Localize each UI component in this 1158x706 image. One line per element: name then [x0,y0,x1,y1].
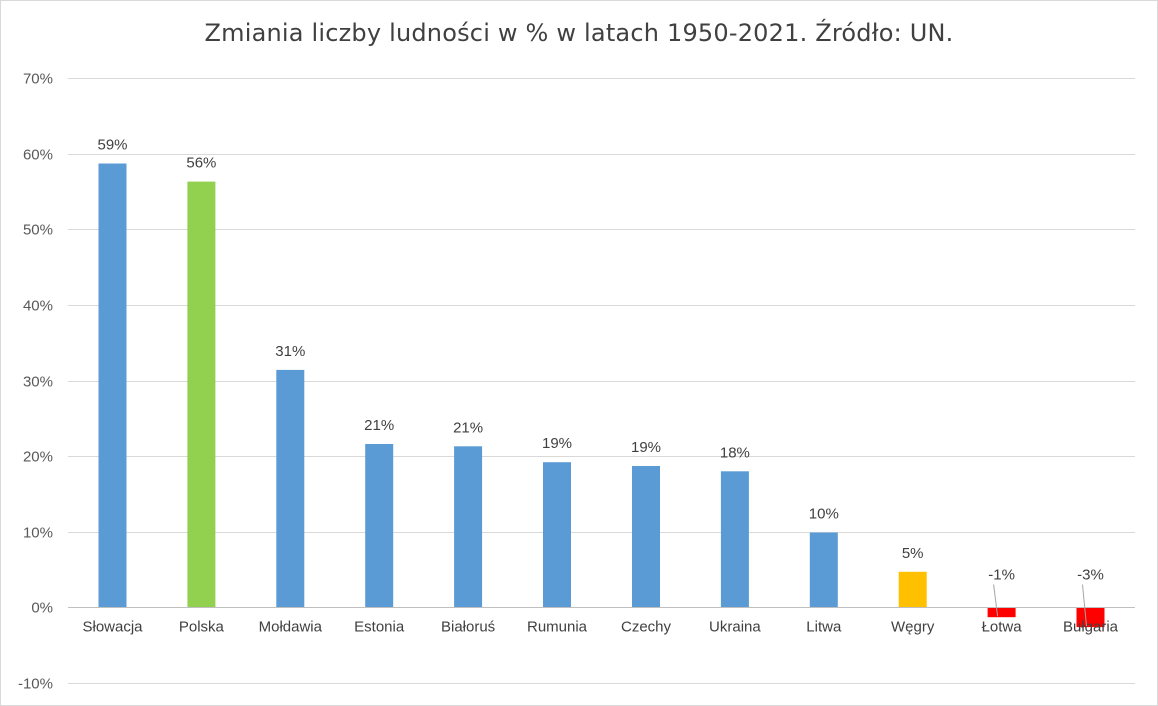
data-label: 56% [186,155,216,172]
x-category-label: Czechy [621,619,672,636]
x-category-label: Ukraina [709,619,761,636]
x-category-label: Łotwa [982,619,1023,636]
data-labels: 59% 56% 31% 21% 21% 19% 19% 18% 10% 5% -1% -3% [97,137,1104,627]
bar [365,444,394,608]
bar [632,466,660,608]
y-tick-label: 0% [31,600,53,617]
data-label: 19% [542,435,572,452]
data-label-leader [1082,584,1087,627]
x-category-label: Słowacja [82,619,143,636]
y-tick-label: 40% [23,298,53,315]
data-label: 59% [97,137,127,154]
chart-title: Zmiania liczby ludności w % w latach 195… [204,19,954,47]
data-label: 18% [720,444,750,461]
x-category-label: Polska [179,619,225,636]
x-category-label: Rumunia [527,619,588,636]
y-tick-label: 60% [23,147,53,164]
data-label: -1% [988,567,1015,584]
bar [187,181,216,608]
y-tick-label: 70% [23,71,53,88]
y-axis-tick-labels: 70% 60% 50% 40% 30% 20% 10% 0% -10% [18,71,53,693]
bar [98,163,127,608]
y-tick-label: -10% [18,676,53,693]
bar [809,532,838,608]
bar [276,369,305,608]
bar [1076,607,1105,628]
y-tick-label: 50% [23,222,53,239]
x-category-label: Mołdawia [259,619,323,636]
data-label-leader [993,584,999,617]
x-category-label: Białoruś [441,619,495,636]
data-label: 21% [364,417,394,434]
data-label: 5% [902,545,924,562]
data-label: 10% [809,506,839,523]
data-label: -3% [1077,567,1104,584]
gridlines [68,78,1135,684]
bar [720,471,749,608]
y-tick-label: 20% [23,449,53,466]
bar [898,571,927,608]
bars [98,163,1105,628]
y-tick-label: 30% [23,374,53,391]
y-tick-label: 10% [23,525,53,542]
bar [987,607,1016,618]
data-label: 21% [453,419,483,436]
x-category-label: Węgry [891,619,935,636]
x-category-label: Litwa [806,619,842,636]
data-label: 31% [275,343,305,360]
x-category-label: Bułgaria [1063,619,1119,636]
x-category-label: Estonia [354,619,405,636]
x-axis-category-labels: Słowacja Polska Mołdawia Estonia Białoruś Rum… [82,619,1118,636]
bar [543,462,571,608]
bar [454,446,483,608]
data-label: 19% [631,439,661,456]
